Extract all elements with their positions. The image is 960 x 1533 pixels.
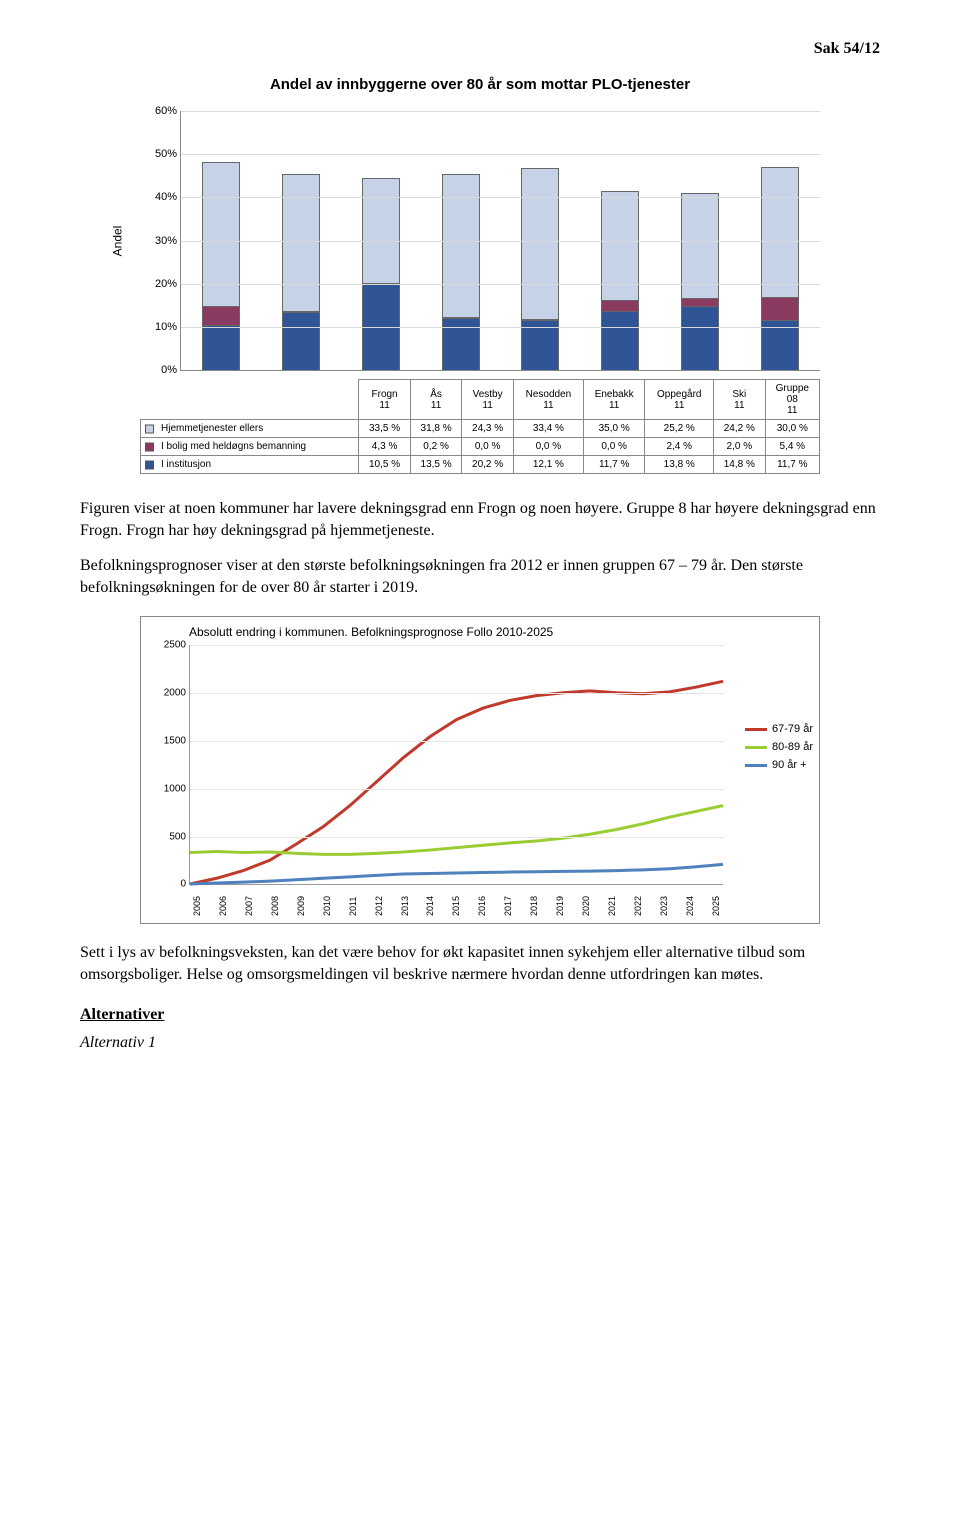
chart1-table: Frogn11Ås11Vestby11Nesodden11Enebakk11Op… (140, 379, 820, 474)
bar-3 (442, 174, 480, 370)
chart2-legend: 67-79 år80-89 år90 år + (745, 717, 813, 777)
chart2-plot: 2005200620072008200920102011201220132014… (189, 645, 723, 885)
chart1-plot: 0%10%20%30%40%50%60% (180, 111, 820, 371)
alternativer-heading: Alternativer (80, 1006, 880, 1024)
chart2: Absolutt endring i kommunen. Befolknings… (140, 616, 820, 924)
bar-2 (362, 178, 400, 370)
paragraph-2: Befolkningsprognoser viser at den størst… (80, 555, 880, 598)
chart1-title: Andel av innbyggerne over 80 år som mott… (80, 76, 880, 93)
paragraph-3: Sett i lys av befolkningsveksten, kan de… (80, 942, 880, 985)
chart2-title: Absolutt endring i kommunen. Befolknings… (189, 625, 813, 639)
chart1: Andel 0%10%20%30%40%50%60% (140, 111, 820, 371)
bar-6 (681, 193, 719, 370)
paragraph-1: Figuren viser at noen kommuner har laver… (80, 498, 880, 541)
bar-4 (521, 168, 559, 370)
chart2-lines (190, 645, 723, 884)
chart2-xticks: 2005200620072008200920102011201220132014… (190, 904, 723, 914)
bar-1 (282, 174, 320, 370)
chart1-ylabel: Andel (110, 226, 124, 257)
alternativ-1: Alternativ 1 (80, 1034, 880, 1052)
bar-5 (601, 191, 639, 370)
bar-0 (202, 162, 240, 370)
page-header: Sak 54/12 (80, 40, 880, 58)
